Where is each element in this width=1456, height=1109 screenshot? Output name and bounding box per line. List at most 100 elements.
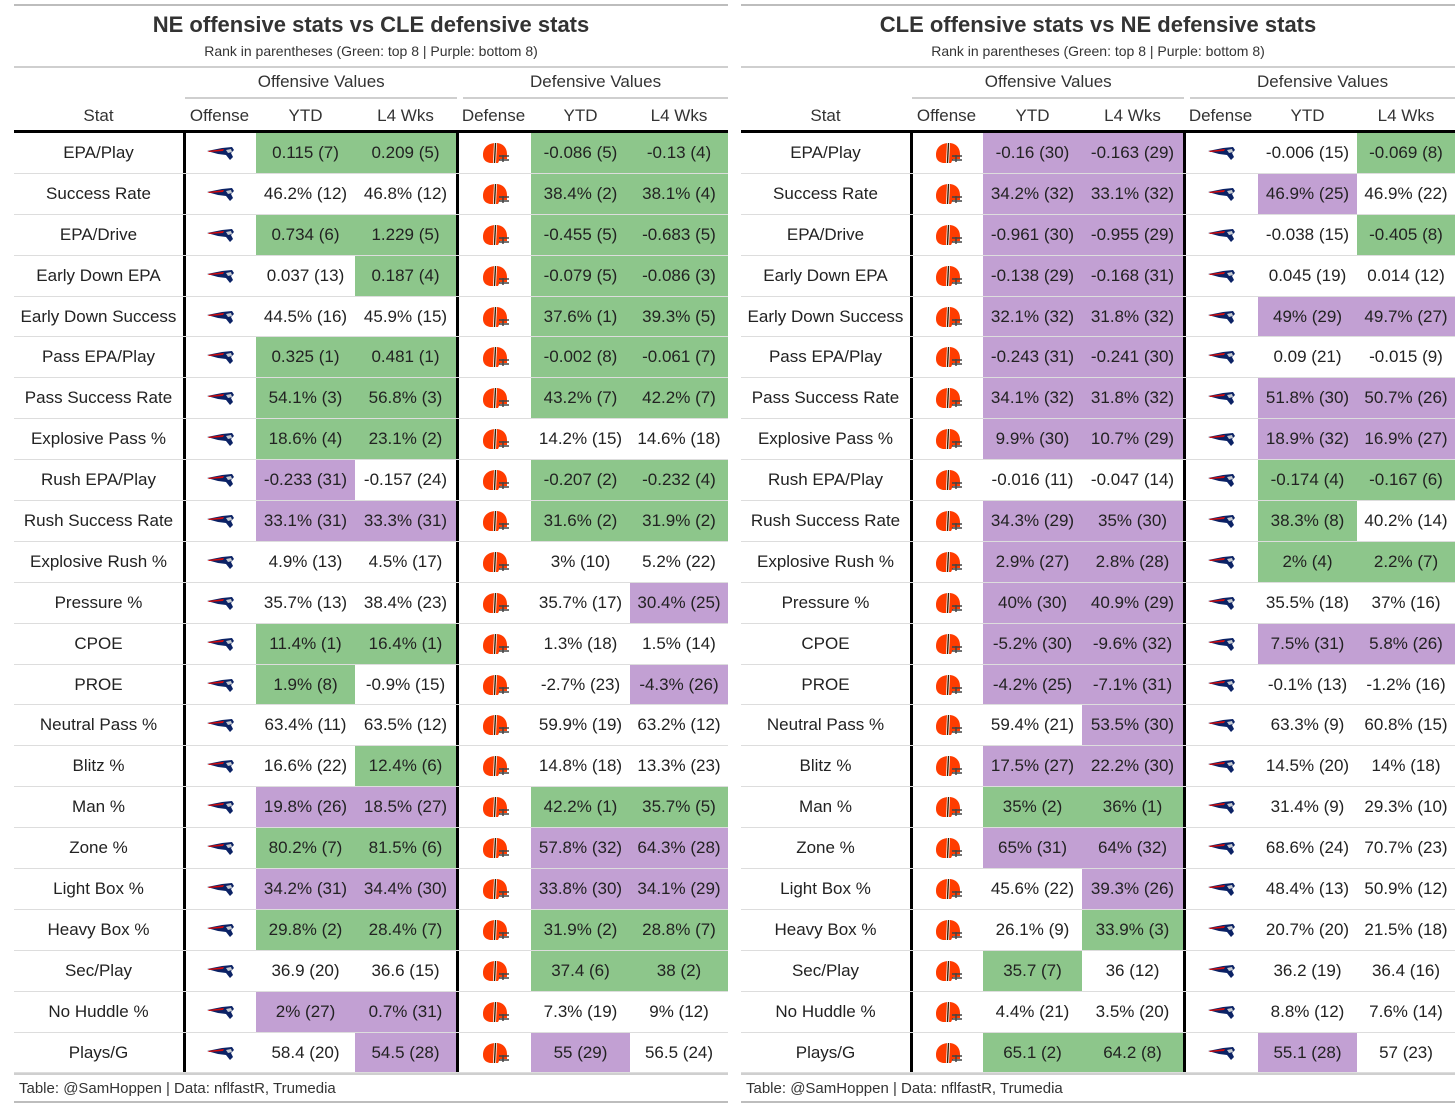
table-row: No Huddle % 2% (27) 0.7% (31) 7.3% (19) 9% (…	[14, 991, 728, 1033]
patriots-logo-icon	[1183, 746, 1258, 787]
defense-ytd-cell: 37.6% (1)	[531, 296, 630, 337]
defense-ytd-cell: 55.1 (28)	[1258, 1032, 1357, 1073]
offense-ytd-cell: 46.2% (12)	[263, 183, 348, 203]
patriots-logo-icon	[183, 664, 256, 705]
defense-ytd-cell: 63.3% (9)	[1270, 715, 1345, 735]
defense-ytd-cell: -2.7% (23)	[540, 674, 621, 694]
column-header-offense-l4: L4 Wks	[377, 106, 434, 125]
offense-l4-cell: -0.157 (24)	[363, 470, 448, 490]
table-title: CLE offensive stats vs NE defensive stat…	[879, 12, 1317, 37]
stat-label: Rush EPA/Play	[768, 470, 883, 490]
defense-l4-cell: -0.086 (3)	[630, 255, 728, 296]
defense-ytd-cell: 0.045 (19)	[1268, 265, 1347, 285]
table-row: EPA/Drive -0.961 (30) -0.955 (29) -0.038 (1…	[741, 214, 1455, 256]
patriots-logo-icon	[1183, 705, 1258, 746]
patriots-logo-icon	[1183, 133, 1258, 173]
table-row: CPOE 11.4% (1) 16.4% (1) 1.3% (18) 1.5% (14)	[14, 623, 728, 665]
stat-label: Neutral Pass %	[766, 715, 885, 735]
browns-logo-icon	[910, 623, 983, 664]
offense-ytd-cell: 18.6% (4)	[256, 419, 355, 460]
stat-label: Sec/Play	[64, 960, 133, 980]
defense-ytd-cell: 46.9% (25)	[1258, 173, 1357, 214]
stat-label: Pressure %	[781, 592, 870, 612]
defense-ytd-cell: 49% (29)	[1258, 296, 1357, 337]
offense-ytd-cell: 32.1% (32)	[983, 296, 1082, 337]
stat-label: Heavy Box %	[774, 919, 877, 939]
table-row: Early Down Success 32.1% (32) 31.8% (32) 49…	[741, 296, 1455, 338]
column-header-stat: Stat	[810, 106, 841, 125]
offense-ytd-cell: -5.2% (30)	[983, 623, 1082, 664]
offense-l4-cell: 53.5% (30)	[1082, 705, 1183, 746]
table-row: PROE -4.2% (25) -7.1% (31) -0.1% (13) -1.2% …	[741, 664, 1455, 706]
defense-l4-cell: 46.9% (22)	[1364, 183, 1448, 203]
column-header-offense: Offense	[189, 106, 250, 125]
column-header-defense-l4: L4 Wks	[650, 106, 708, 125]
offense-ytd-cell: 44.5% (16)	[263, 306, 348, 326]
table-row: Plays/G 58.4 (20) 54.5 (28) 55 (29) 56.5 (24…	[14, 1032, 728, 1074]
offense-ytd-cell: 1.9% (8)	[256, 664, 355, 705]
browns-logo-icon	[910, 746, 983, 787]
patriots-logo-icon	[1183, 337, 1258, 378]
stat-label: Blitz %	[72, 756, 125, 776]
stat-label: Sec/Play	[791, 960, 860, 980]
browns-logo-icon	[456, 214, 531, 255]
table-row: Success Rate 34.2% (32) 33.1% (32) 46.9% (2…	[741, 173, 1455, 215]
defense-l4-cell: 39.3% (5)	[630, 296, 728, 337]
offense-l4-cell: 35% (30)	[1082, 501, 1183, 541]
defense-l4-cell: -4.3% (26)	[630, 664, 728, 705]
browns-logo-icon	[910, 950, 983, 991]
defense-ytd-cell: 51.8% (30)	[1258, 378, 1357, 419]
stat-label: Pass EPA/Play	[41, 347, 156, 367]
defense-l4-cell: 30.4% (25)	[630, 582, 728, 623]
defense-l4-cell: 9% (12)	[649, 1001, 709, 1021]
patriots-logo-icon	[183, 541, 256, 582]
stat-label: Explosive Pass %	[757, 429, 894, 449]
defense-l4-cell: 2.2% (7)	[1357, 541, 1455, 582]
table-row: Blitz % 17.5% (27) 22.2% (30) 14.5% (20) 14%…	[741, 746, 1455, 788]
table-row: PROE 1.9% (8) -0.9% (15) -2.7% (23) -4.3% (2…	[14, 664, 728, 706]
defense-l4-cell: -0.061 (7)	[630, 337, 728, 378]
defense-ytd-cell: 38.4% (2)	[531, 173, 630, 214]
stat-label: Early Down EPA	[763, 265, 888, 285]
defense-l4-cell: 1.5% (14)	[642, 633, 716, 653]
defense-l4-cell: -0.069 (8)	[1357, 133, 1455, 173]
browns-logo-icon	[910, 991, 983, 1032]
defense-l4-cell: 37% (16)	[1371, 592, 1441, 612]
stat-label: Heavy Box %	[47, 919, 150, 939]
stat-label: Early Down Success	[747, 306, 904, 326]
table-row: Light Box % 45.6% (22) 39.3% (26) 48.4% (13…	[741, 869, 1455, 910]
stat-label: Man %	[799, 797, 852, 817]
defense-l4-cell: 21.5% (18)	[1364, 919, 1448, 939]
browns-logo-icon	[910, 909, 983, 950]
ne-offense-table: NE offensive stats vs CLE defensive stat…	[14, 0, 728, 1104]
cle-offense-table: CLE offensive stats vs NE defensive stat…	[741, 0, 1455, 1104]
defense-l4-cell: 38 (2)	[630, 950, 728, 991]
defense-ytd-cell: 2% (4)	[1258, 541, 1357, 582]
stat-label: Pass EPA/Play	[768, 347, 883, 367]
defense-ytd-cell: 38.3% (8)	[1258, 501, 1357, 541]
offense-l4-cell: 2.8% (28)	[1082, 541, 1183, 582]
offense-ytd-cell: 17.5% (27)	[983, 746, 1082, 787]
table-row: Pass Success Rate 54.1% (3) 56.8% (3) 43.2%…	[14, 378, 728, 420]
defense-ytd-cell: 0.09 (21)	[1273, 347, 1342, 367]
defense-l4-cell: -0.683 (5)	[630, 214, 728, 255]
stat-label: Explosive Pass %	[30, 429, 167, 449]
offense-ytd-cell: 36.9 (20)	[271, 960, 340, 980]
browns-logo-icon	[910, 419, 983, 460]
stat-label: PROE	[74, 674, 123, 694]
defense-ytd-cell: 57.8% (32)	[531, 828, 630, 869]
column-header-row: Stat Offense YTD L4 Wks Defense YTD L4 Wks	[741, 99, 1455, 133]
browns-logo-icon	[910, 787, 983, 828]
offense-l4-cell: 0.187 (4)	[355, 255, 456, 296]
offense-l4-cell: 45.9% (15)	[363, 306, 448, 326]
table-row: Rush Success Rate 33.1% (31) 33.3% (31) 31.…	[14, 501, 728, 542]
defense-l4-cell: 16.9% (27)	[1357, 419, 1455, 460]
defense-ytd-cell: 42.2% (1)	[531, 787, 630, 828]
column-header-row: Stat Offense YTD L4 Wks Defense YTD L4 Wks	[14, 99, 728, 133]
defense-ytd-cell: 37.4 (6)	[531, 950, 630, 991]
defense-ytd-cell: 1.3% (18)	[543, 633, 618, 653]
offense-l4-cell: 56.8% (3)	[355, 378, 456, 419]
defense-l4-cell: 14.6% (18)	[637, 429, 721, 449]
top-rule	[14, 4, 728, 6]
table-row: Explosive Pass % 18.6% (4) 23.1% (2) 14.2% …	[14, 419, 728, 461]
